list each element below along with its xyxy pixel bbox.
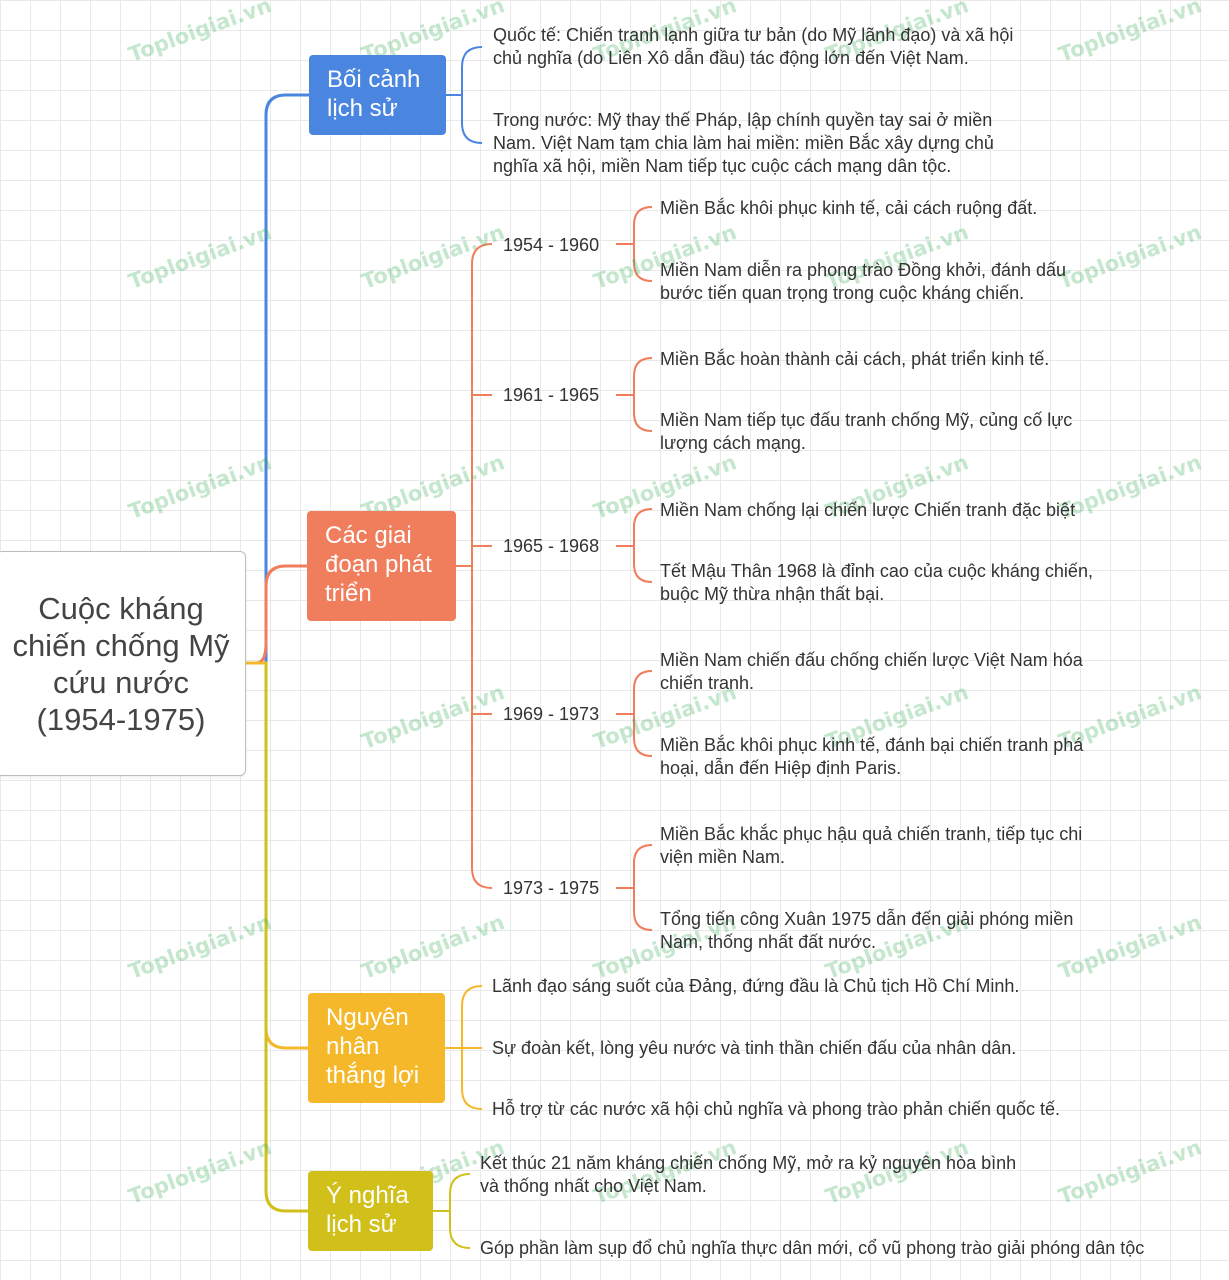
- leaf-item[interactable]: Góp phần làm sụp đổ chủ nghĩa thực dân m…: [480, 1238, 1145, 1258]
- connector-period-2: [616, 357, 653, 432]
- branch-stages[interactable]: Các giai đoạn phát triển: [307, 511, 456, 621]
- root-title: Cuộc kháng chiến chống Mỹ cứu nước (1954…: [12, 590, 230, 737]
- connector-stages-trunk: [456, 243, 493, 889]
- connector-root-background: [246, 93, 309, 665]
- connector-background-bracket: [446, 46, 483, 144]
- leaf-item[interactable]: Sự đoàn kết, lòng yêu nước và tinh thần …: [492, 1038, 1017, 1058]
- connector-period-4: [616, 670, 653, 757]
- connector-period-3: [616, 508, 653, 583]
- leaf-item[interactable]: Miền Nam chống lại chiến lược Chiến tran…: [660, 500, 1076, 520]
- leaf-item[interactable]: Quốc tế: Chiến tranh lạnh giữa tư bản (d…: [493, 25, 1014, 68]
- leaf-item[interactable]: Tết Mậu Thân 1968 là đỉnh cao của cuộc k…: [660, 561, 1093, 604]
- leaf-item[interactable]: Miền Nam tiếp tục đấu tranh chống Mỹ, củ…: [660, 410, 1073, 453]
- connector-meaning-bracket: [433, 1173, 471, 1249]
- root-topic[interactable]: Cuộc kháng chiến chống Mỹ cứu nước (1954…: [0, 551, 246, 776]
- period-node[interactable]: 1973 - 1975: [503, 878, 600, 898]
- period-node[interactable]: 1965 - 1968: [503, 536, 600, 556]
- leaf-item[interactable]: Miền Bắc khôi phục kinh tế, đánh bại chi…: [660, 735, 1084, 778]
- period-node[interactable]: 1961 - 1965: [503, 385, 600, 405]
- branch-meaning[interactable]: Ý nghĩa lịch sử: [308, 1171, 433, 1251]
- leaf-item[interactable]: Miền Nam diễn ra phong trào Đồng khởi, đ…: [660, 260, 1067, 303]
- branch-label: Ý nghĩa lịch sử: [326, 1182, 409, 1238]
- branch-background[interactable]: Bối cảnh lịch sử: [309, 55, 446, 135]
- connector-root-meaning: [246, 661, 308, 1213]
- period-node[interactable]: 1969 - 1973: [503, 704, 600, 724]
- leaf-item[interactable]: Kết thúc 21 năm kháng chiến chống Mỹ, mở…: [480, 1153, 1017, 1196]
- leaf-item[interactable]: Miền Bắc hoàn thành cải cách, phát triển…: [660, 349, 1050, 369]
- connector-period-5: [616, 844, 653, 931]
- leaf-item[interactable]: Lãnh đạo sáng suốt của Đảng, đứng đầu là…: [492, 976, 1020, 996]
- period-node[interactable]: 1954 - 1960: [503, 235, 600, 255]
- branch-label: Nguyên nhân thắng lợi: [326, 1004, 420, 1089]
- leaf-item[interactable]: Tổng tiến công Xuân 1975 dẫn đến giải ph…: [660, 909, 1074, 952]
- connector-root-stages: [246, 564, 307, 665]
- leaf-item[interactable]: Trong nước: Mỹ thay thế Pháp, lập chính …: [493, 110, 994, 176]
- branch-label: Các giai đoạn phát triển: [325, 522, 432, 607]
- connector-period-1: [616, 206, 653, 282]
- branch-causes[interactable]: Nguyên nhân thắng lợi: [308, 993, 445, 1103]
- connector-root-causes: [246, 661, 308, 1050]
- leaf-item[interactable]: Miền Nam chiến đấu chống chiến lược Việt…: [660, 650, 1083, 693]
- connector-causes-bracket: [445, 985, 483, 1110]
- leaf-item[interactable]: Miền Bắc khắc phục hậu quả chiến tranh, …: [660, 824, 1083, 867]
- branch-label: Bối cảnh lịch sử: [327, 66, 421, 122]
- leaf-item[interactable]: Hỗ trợ từ các nước xã hội chủ nghĩa và p…: [492, 1099, 1061, 1119]
- leaf-item[interactable]: Miền Bắc khôi phục kinh tế, cải cách ruộ…: [660, 198, 1038, 218]
